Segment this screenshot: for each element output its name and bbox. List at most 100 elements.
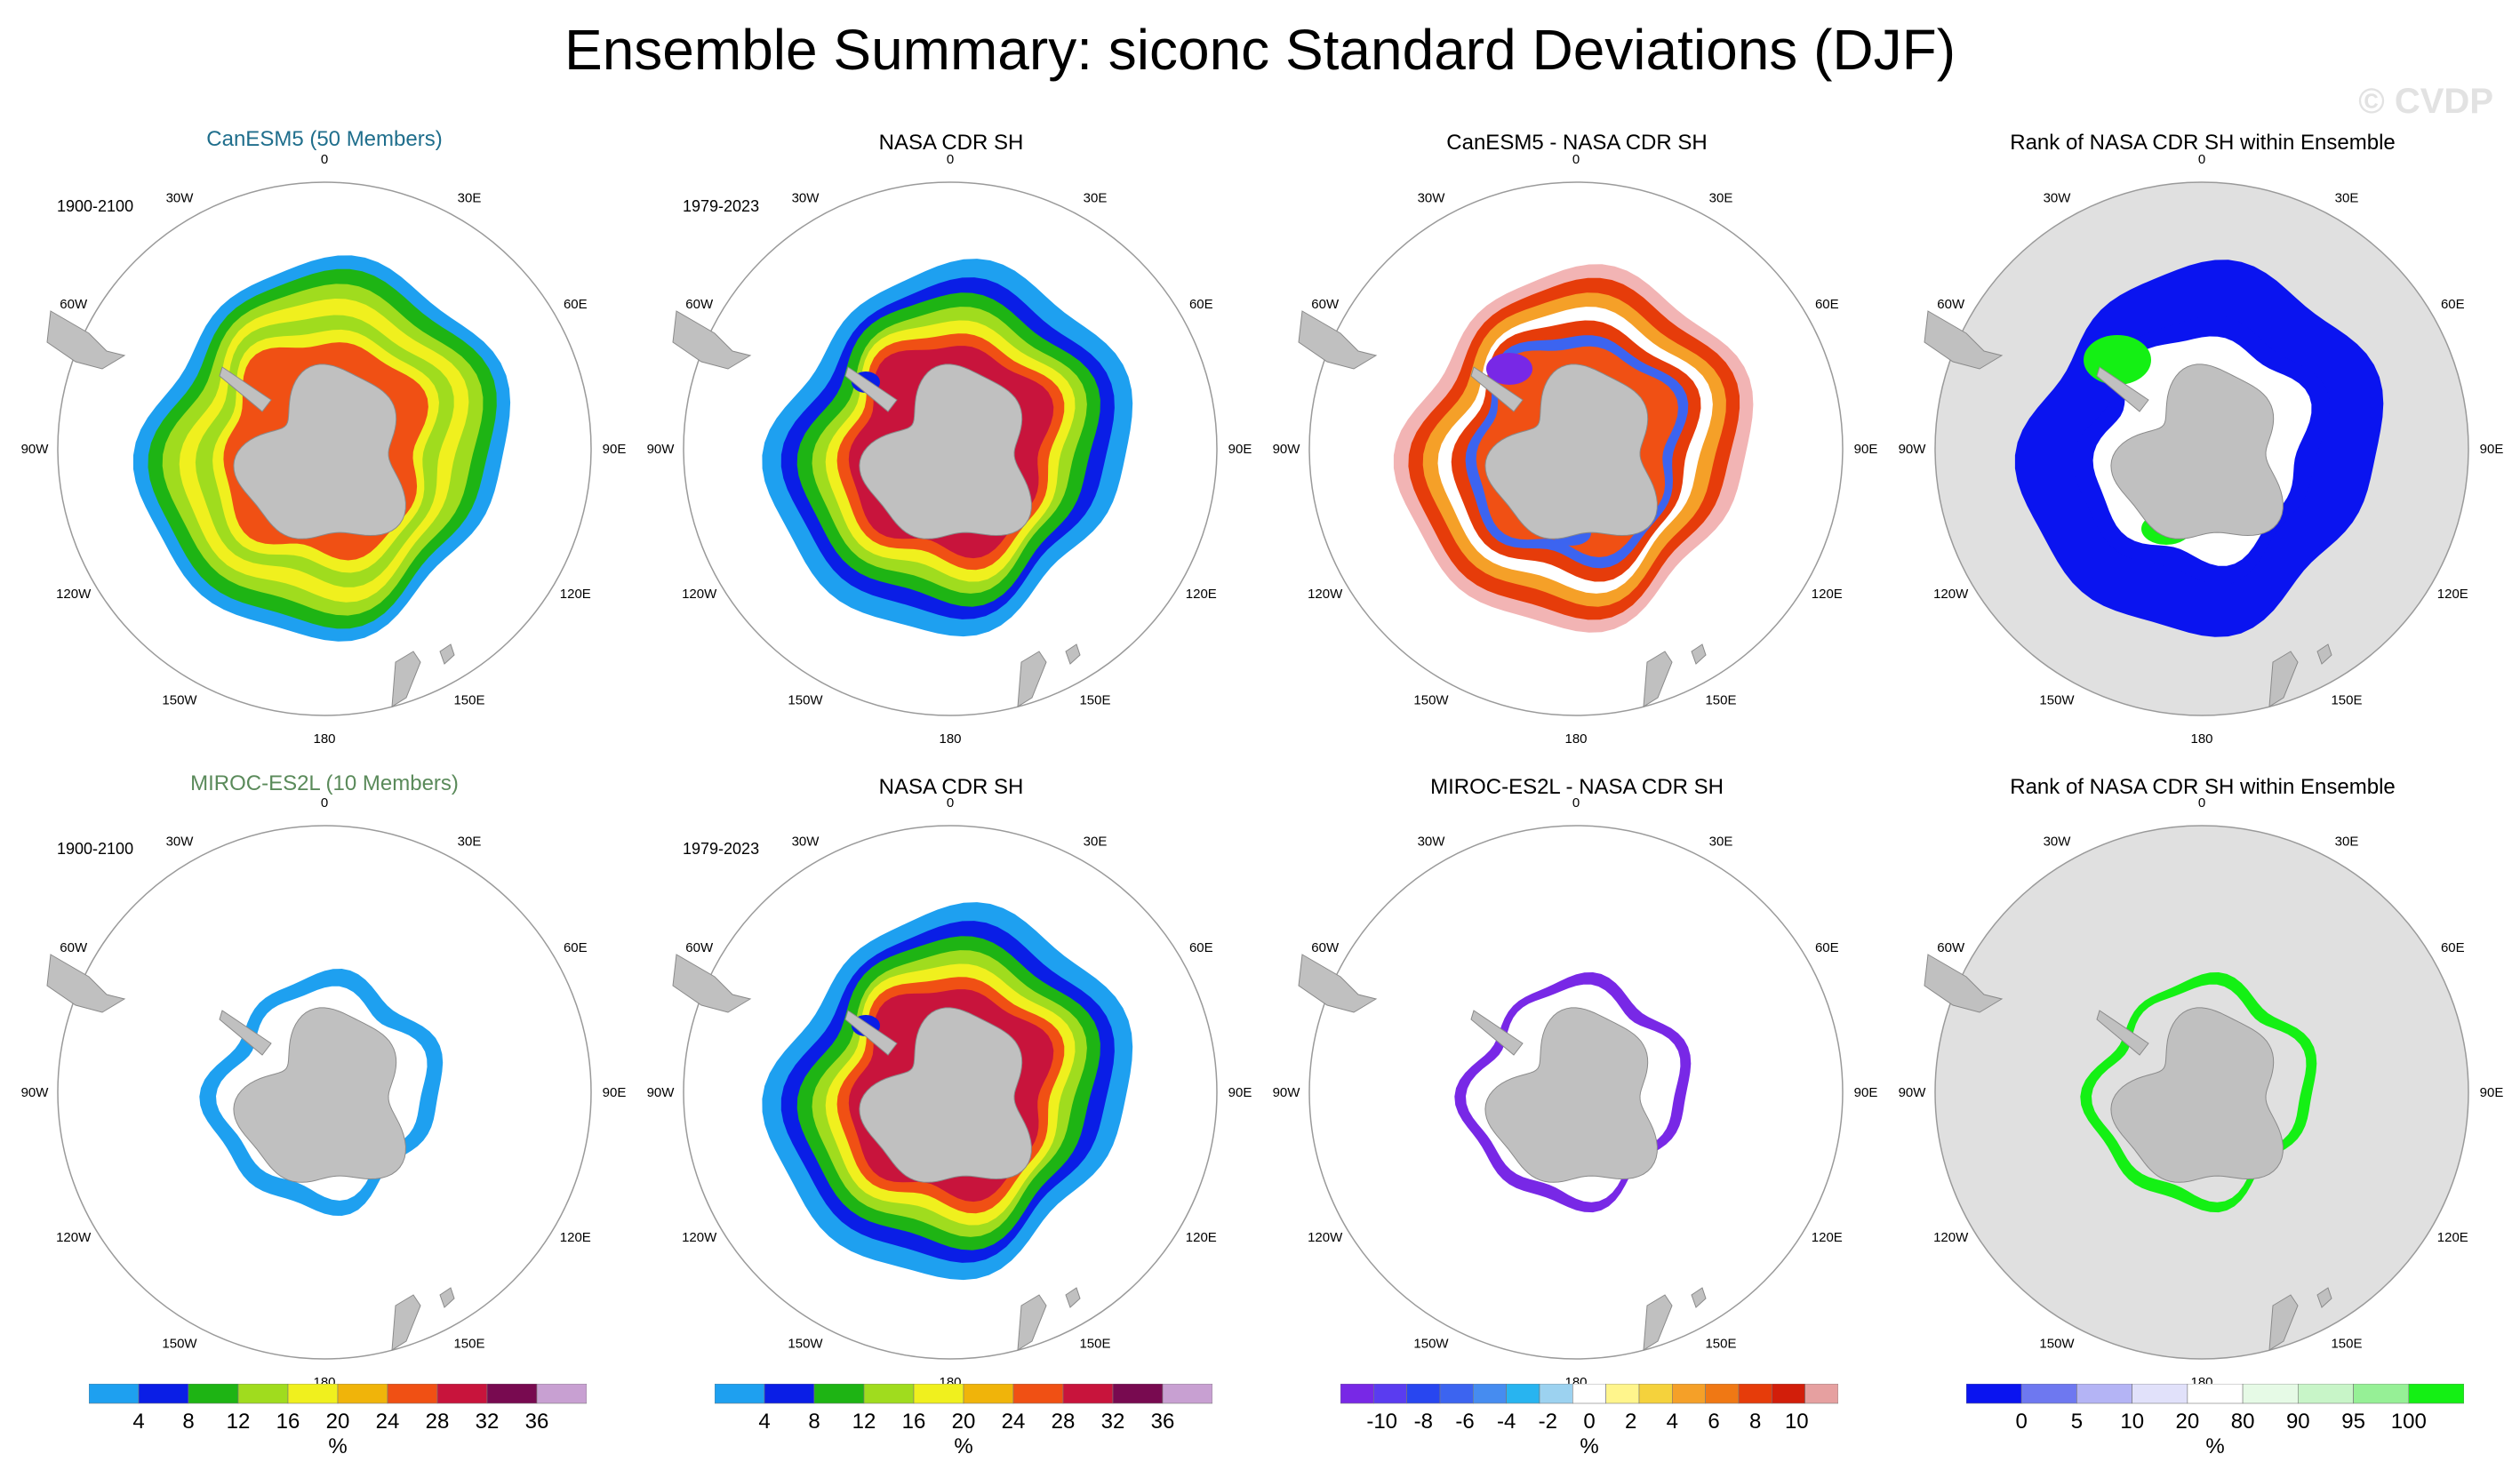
cvdp-watermark: © CVDP: [2358, 82, 2493, 121]
longitude-label: 30E: [458, 835, 482, 850]
longitude-label: 0: [2198, 152, 2205, 167]
colorbar-swatch: [963, 1384, 1014, 1404]
longitude-label: 60W: [60, 940, 88, 955]
colorbar-swatch: [2187, 1384, 2244, 1404]
longitude-label: 90W: [1899, 442, 1927, 457]
longitude-label: 90W: [1273, 442, 1301, 457]
longitude-label: 30E: [1084, 835, 1108, 850]
antarctic-peninsula: [2096, 366, 2149, 412]
colorbar-swatch: [287, 1384, 339, 1404]
colorbar-tick-label: 24: [1002, 1410, 1026, 1434]
longitude-label: 60E: [1189, 940, 1213, 955]
longitude-label: 180: [2190, 731, 2212, 747]
longitude-label: 30W: [1418, 191, 1446, 206]
panel-title-diff-1: CanESM5 - NASA CDR SH: [1446, 131, 1708, 155]
colorbar-swatch: [813, 1384, 865, 1404]
antarctica-landmass: [2110, 1007, 2284, 1183]
new-zealand: [1017, 651, 1047, 707]
colorbar-swatch: [2297, 1384, 2354, 1404]
colorbar-swatch: [1738, 1384, 1772, 1404]
longitude-label: 60E: [564, 940, 588, 955]
longitude-label: 120E: [2437, 1230, 2468, 1245]
longitude-label: 60W: [1937, 297, 1965, 312]
antarctica-landmass: [233, 1007, 406, 1183]
south-america-tip: [672, 310, 752, 370]
colorbar-difference: -10 -8 -6 -4 -2 0 2 4 6 8 10%: [1340, 1384, 1838, 1455]
colorbar-tick-label: 28: [1052, 1410, 1076, 1434]
map-content: [672, 181, 1218, 716]
colorbar-swatch: [486, 1384, 538, 1404]
colorbar-swatch: [2020, 1384, 2077, 1404]
period-label-model-2: 1900-2100: [57, 840, 134, 858]
new-zealand: [2268, 1294, 2299, 1351]
colorbar-tick-label: 16: [276, 1410, 300, 1434]
longitude-label: 30W: [2044, 191, 2072, 206]
colorbar-swatch: [2132, 1384, 2188, 1404]
polar-map-obs-1: 0 30E 60E 90E 120E 150E 180 150W 120W 90W 60W 30W: [647, 152, 1252, 747]
antarctic-peninsula: [844, 366, 898, 412]
longitude-label: 60E: [1815, 297, 1839, 312]
colorbar-rank: 0 5 10 20 80 90 95 100%: [1966, 1384, 2464, 1455]
colorbar-swatch: [436, 1384, 488, 1404]
longitude-label: 60E: [2441, 297, 2465, 312]
longitude-label: 60E: [1189, 297, 1213, 312]
colorbar-tick-label: 4: [132, 1410, 144, 1434]
south-america-tip: [46, 310, 126, 370]
longitude-label: 90E: [603, 442, 627, 457]
colorbar-swatch: [1804, 1384, 1838, 1404]
colorbar-swatch: [138, 1384, 189, 1404]
longitude-label: 90W: [1899, 1085, 1927, 1100]
new-zealand-north: [1691, 1287, 1707, 1308]
colorbar-swatch: [863, 1384, 915, 1404]
longitude-label: 90E: [1228, 442, 1252, 457]
longitude-label: 60E: [1815, 940, 1839, 955]
colorbar-swatch: [1473, 1384, 1507, 1404]
longitude-label: 90E: [2480, 1085, 2504, 1100]
longitude-label: 150E: [1705, 1336, 1736, 1351]
colorbar-tick-label: 12: [227, 1410, 251, 1434]
rank-high-patch: [2084, 335, 2151, 385]
colorbar-stddev-model: 4 8 12 16 20 24 28 32 36%: [89, 1384, 587, 1455]
longitude-label: 120E: [1186, 1230, 1217, 1245]
new-zealand: [1643, 651, 1673, 707]
longitude-label: 150E: [1079, 1336, 1110, 1351]
colorbar-unit-label: %: [954, 1434, 972, 1455]
new-zealand: [391, 1294, 421, 1351]
longitude-label: 60W: [1937, 940, 1965, 955]
longitude-label: 90E: [1228, 1085, 1252, 1100]
antarctica-landmass: [859, 1007, 1032, 1183]
longitude-label: 180: [313, 731, 335, 747]
longitude-label: 120E: [560, 587, 591, 602]
longitude-label: 30E: [1709, 835, 1733, 850]
longitude-label: 0: [947, 795, 954, 811]
colorbar-swatch: [1572, 1384, 1606, 1404]
colorbar-swatch: [1966, 1384, 2022, 1404]
panel-title-rank-2: Rank of NASA CDR SH within Ensemble: [2010, 775, 2396, 799]
longitude-label: 60E: [564, 297, 588, 312]
diff-negative-patch: [1486, 353, 1532, 385]
map-content: [46, 181, 592, 716]
colorbar-tick-label: -8: [1414, 1410, 1433, 1434]
polar-map-model-1: 0 30E 60E 90E 120E 150E 180 150W 120W 90W 60W 30W: [21, 152, 627, 747]
longitude-label: 120E: [1812, 1230, 1843, 1245]
longitude-label: 120W: [1933, 1230, 1969, 1245]
period-label-model-1: 1900-2100: [57, 197, 134, 215]
colorbar-swatch: [1705, 1384, 1740, 1404]
colorbar-swatch: [2353, 1384, 2410, 1404]
colorbar-tick-label: -6: [1455, 1410, 1474, 1434]
colorbar-swatch: [237, 1384, 289, 1404]
antarctic-peninsula: [1470, 366, 1524, 412]
colorbar-swatch: [2242, 1384, 2299, 1404]
colorbar-tick-label: 2: [1625, 1410, 1636, 1434]
colorbar-swatch: [1638, 1384, 1673, 1404]
colorbar-tick-label: 10: [2120, 1410, 2144, 1434]
longitude-label: 0: [1572, 152, 1580, 167]
antarctica-landmass: [859, 364, 1032, 539]
colorbar-swatch: [1605, 1384, 1640, 1404]
longitude-label: 30E: [458, 191, 482, 206]
longitude-label: 150W: [162, 692, 197, 707]
antarctica-landmass: [2110, 364, 2284, 539]
colorbar-tick-label: -2: [1539, 1410, 1557, 1434]
longitude-label: 30W: [166, 191, 195, 206]
